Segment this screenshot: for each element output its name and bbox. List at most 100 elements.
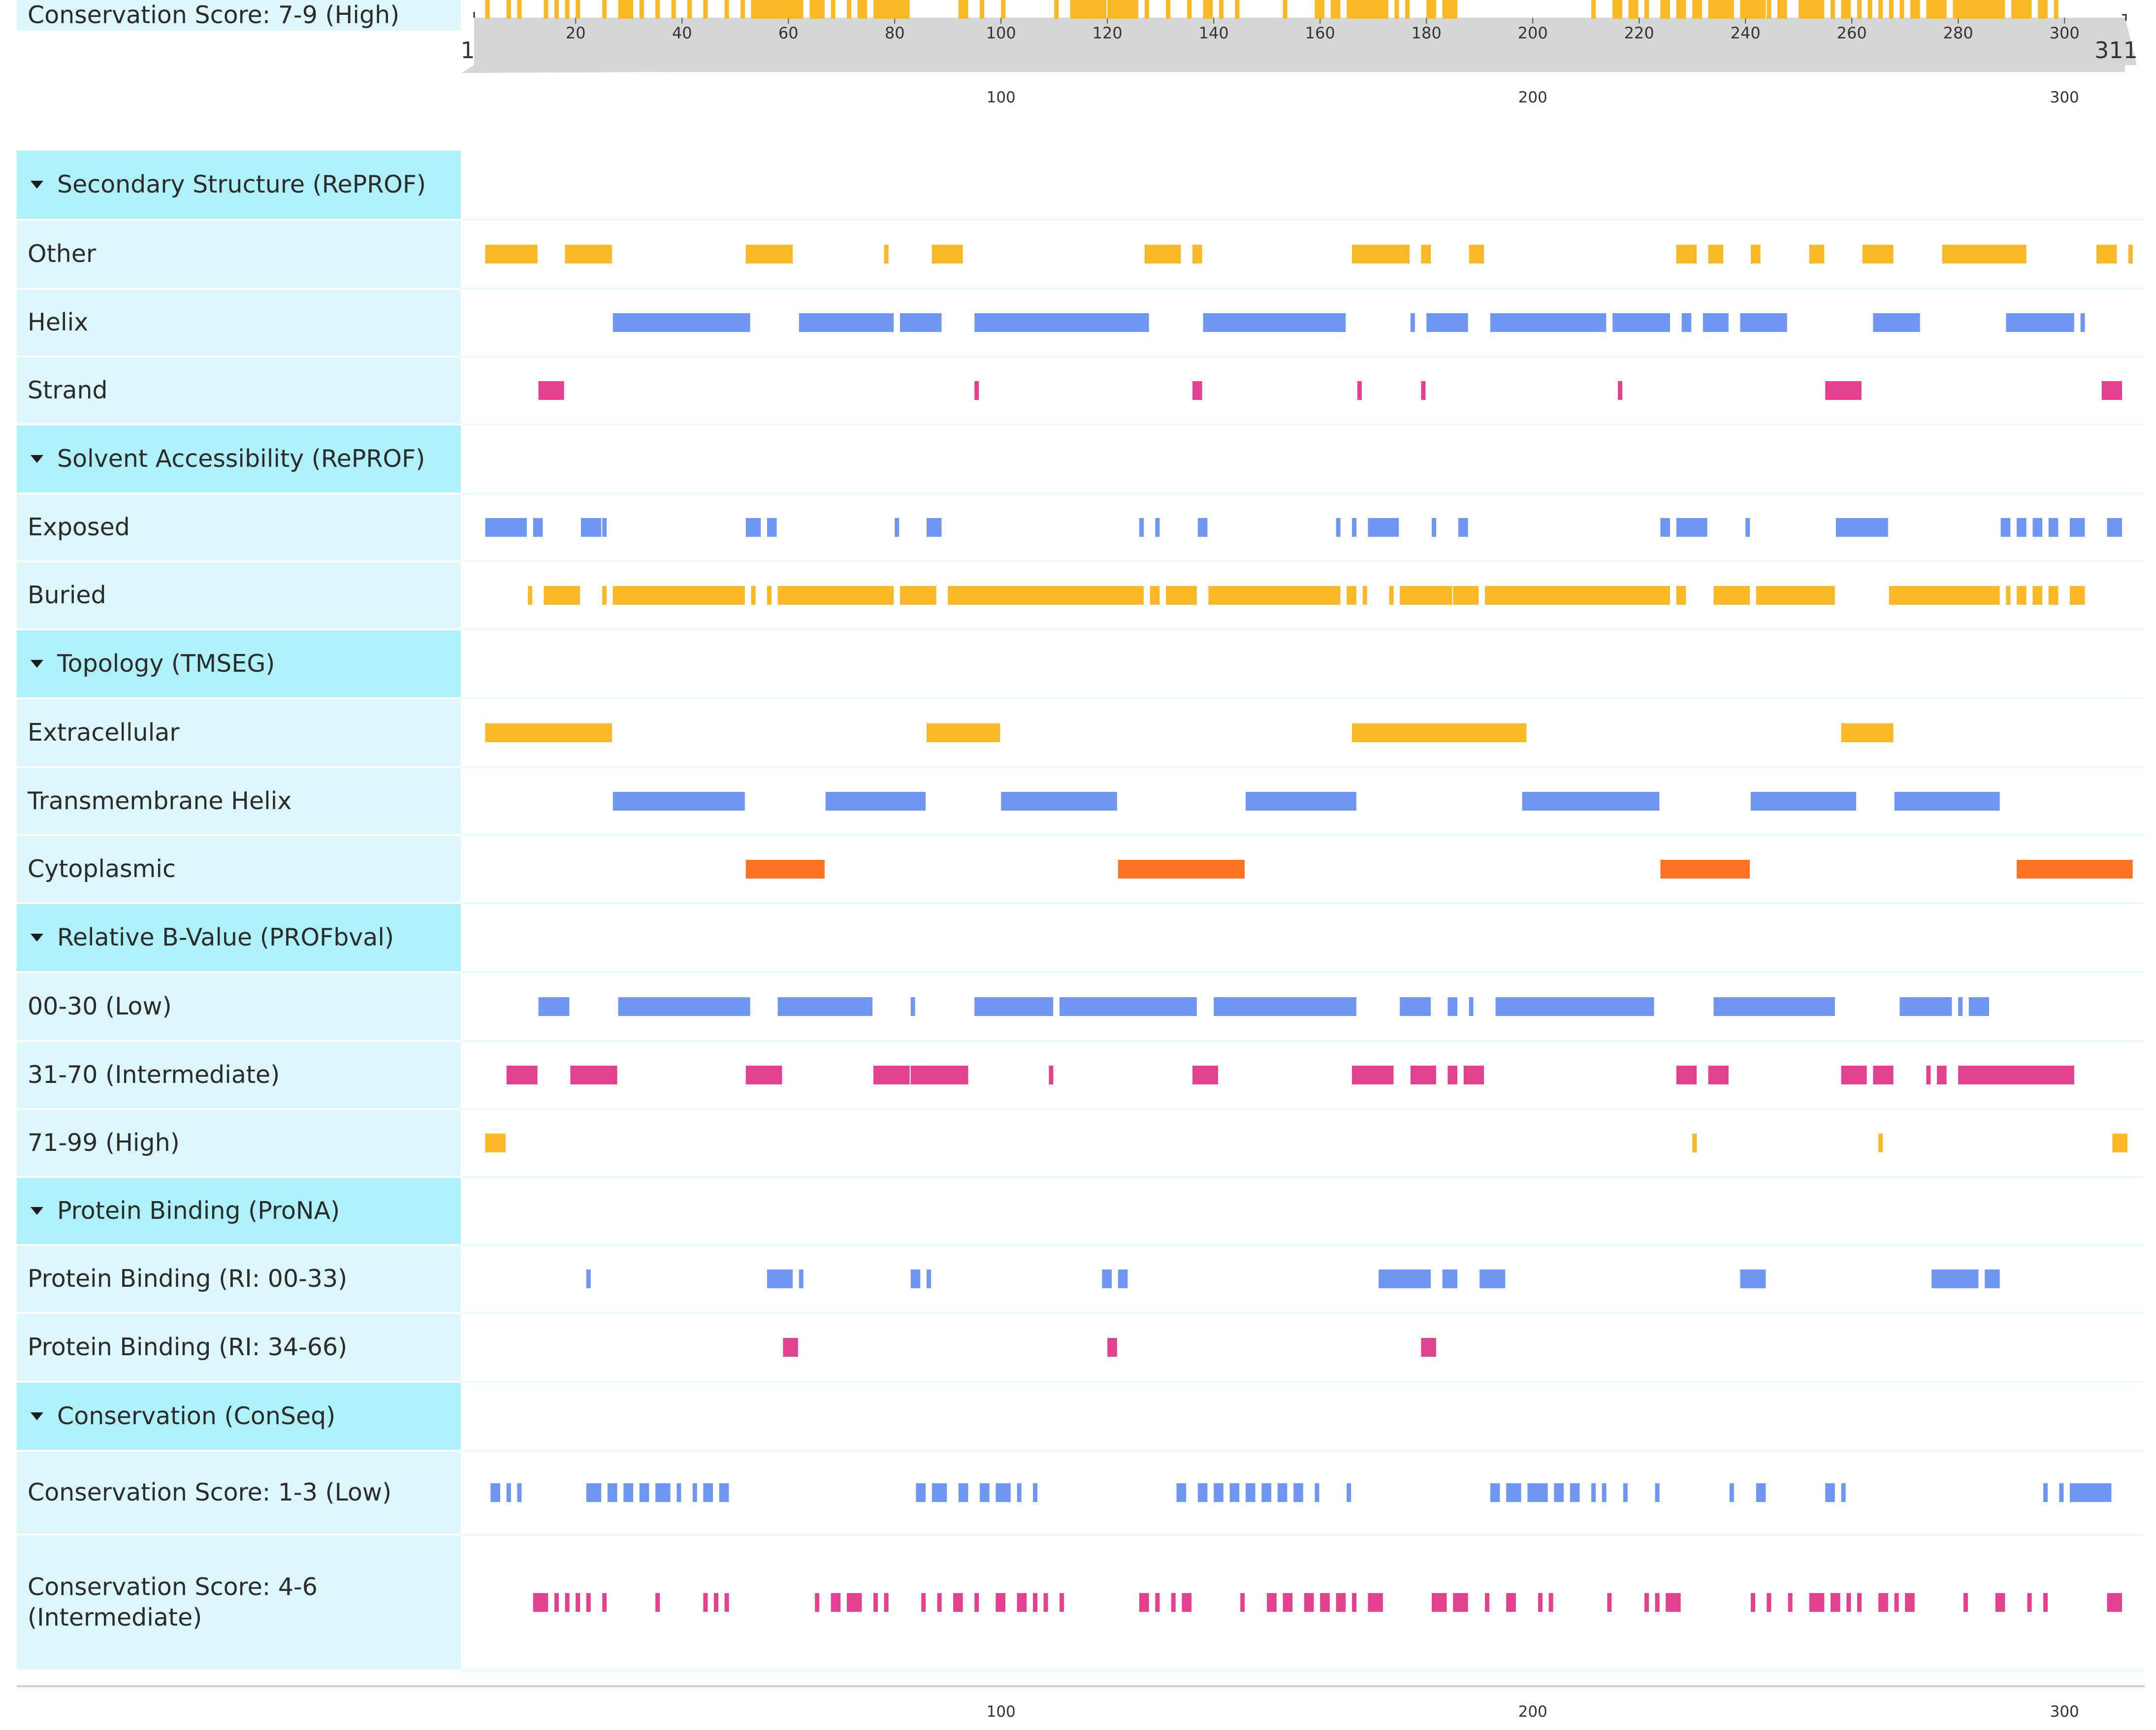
feature-segment[interactable]: [996, 1483, 1011, 1502]
feature-segment[interactable]: [1926, 0, 1947, 19]
feature-segment[interactable]: [1176, 1483, 1187, 1502]
feature-segment[interactable]: [932, 1483, 947, 1502]
feature-segment[interactable]: [1660, 518, 1670, 537]
feature-segment[interactable]: [1485, 586, 1670, 605]
feature-segment[interactable]: [570, 1066, 617, 1084]
feature-segment[interactable]: [576, 0, 580, 19]
feature-segment[interactable]: [2017, 518, 2027, 537]
feature-segment[interactable]: [1469, 997, 1474, 1016]
feature-segment[interactable]: [1448, 997, 1457, 1016]
feature-segment[interactable]: [1139, 1593, 1149, 1612]
feature-segment[interactable]: [1548, 1593, 1553, 1612]
feature-segment[interactable]: [1894, 1593, 1899, 1612]
feature-segment[interactable]: [655, 1483, 671, 1502]
feature-segment[interactable]: [1362, 586, 1367, 605]
feature-segment[interactable]: [1899, 997, 1952, 1016]
feature-segment[interactable]: [1527, 1483, 1548, 1502]
feature-segment[interactable]: [745, 1066, 782, 1084]
feature-segment[interactable]: [1049, 1066, 1054, 1084]
feature-segment[interactable]: [1246, 792, 1356, 811]
feature-segment[interactable]: [1192, 381, 1202, 400]
feature-segment[interactable]: [1389, 586, 1394, 605]
feature-segment[interactable]: [1612, 313, 1670, 332]
feature-segment[interactable]: [1660, 860, 1750, 879]
feature-segment[interactable]: [884, 245, 889, 263]
feature-segment[interactable]: [2059, 1483, 2064, 1502]
feature-segment[interactable]: [1283, 1593, 1293, 1612]
feature-segment[interactable]: [612, 313, 750, 332]
feature-segment[interactable]: [623, 1483, 633, 1502]
feature-segment[interactable]: [2112, 1134, 2127, 1152]
feature-segment[interactable]: [2128, 245, 2133, 263]
feature-segment[interactable]: [692, 1483, 697, 1502]
feature-segment[interactable]: [1432, 1593, 1447, 1612]
feature-segment[interactable]: [1538, 1593, 1543, 1612]
feature-segment[interactable]: [703, 1483, 713, 1502]
feature-segment[interactable]: [1570, 1483, 1580, 1502]
feature-segment[interactable]: [639, 1483, 649, 1502]
feature-segment[interactable]: [1192, 245, 1202, 263]
feature-segment[interactable]: [1740, 1270, 1766, 1288]
feature-segment[interactable]: [1485, 1593, 1489, 1612]
feature-segment[interactable]: [1017, 1593, 1027, 1612]
feature-segment[interactable]: [2032, 518, 2042, 537]
feature-segment[interactable]: [1878, 1134, 1883, 1152]
feature-segment[interactable]: [1208, 586, 1341, 605]
feature-segment[interactable]: [895, 518, 900, 537]
feature-segment[interactable]: [1229, 1483, 1240, 1502]
feature-segment[interactable]: [1192, 1066, 1218, 1084]
feature-segment[interactable]: [1480, 1270, 1506, 1288]
category-header[interactable]: Secondary Structure (RePROF): [17, 151, 461, 219]
feature-segment[interactable]: [927, 518, 942, 537]
feature-segment[interactable]: [1831, 0, 1835, 19]
feature-segment[interactable]: [974, 313, 1149, 332]
feature-segment[interactable]: [533, 518, 543, 537]
feature-segment[interactable]: [921, 1593, 926, 1612]
feature-segment[interactable]: [1490, 1483, 1500, 1502]
caret-down-icon[interactable]: [31, 934, 43, 942]
feature-segment[interactable]: [1713, 997, 1835, 1016]
feature-segment[interactable]: [1995, 1593, 2005, 1612]
feature-segment[interactable]: [1144, 0, 1149, 19]
feature-segment[interactable]: [655, 0, 660, 19]
feature-segment[interactable]: [485, 0, 490, 19]
feature-segment[interactable]: [1676, 245, 1697, 263]
feature-segment[interactable]: [2054, 0, 2059, 19]
feature-segment[interactable]: [1676, 518, 1707, 537]
feature-segment[interactable]: [1368, 1593, 1383, 1612]
feature-segment[interactable]: [1001, 792, 1117, 811]
feature-segment[interactable]: [2006, 313, 2074, 332]
feature-segment[interactable]: [485, 518, 527, 537]
feature-segment[interactable]: [1729, 1483, 1734, 1502]
feature-segment[interactable]: [953, 1593, 963, 1612]
feature-segment[interactable]: [1426, 313, 1468, 332]
feature-segment[interactable]: [1841, 0, 1851, 19]
category-header[interactable]: Protein Binding (ProNA): [17, 1178, 461, 1244]
feature-segment[interactable]: [1347, 0, 1388, 19]
feature-segment[interactable]: [1219, 0, 1223, 19]
feature-segment[interactable]: [1182, 1593, 1191, 1612]
feature-segment[interactable]: [1315, 0, 1324, 19]
feature-segment[interactable]: [1655, 1483, 1660, 1502]
feature-segment[interactable]: [751, 586, 756, 605]
feature-segment[interactable]: [1878, 1593, 1888, 1612]
feature-segment[interactable]: [2107, 1593, 2122, 1612]
feature-segment[interactable]: [1235, 0, 1240, 19]
feature-segment[interactable]: [884, 1593, 889, 1612]
feature-segment[interactable]: [1171, 1593, 1176, 1612]
feature-segment[interactable]: [576, 1593, 580, 1612]
feature-segment[interactable]: [1889, 0, 1894, 19]
feature-segment[interactable]: [996, 1593, 1005, 1612]
feature-segment[interactable]: [1400, 586, 1452, 605]
feature-segment[interactable]: [1197, 518, 1208, 537]
feature-segment[interactable]: [980, 1483, 990, 1502]
feature-segment[interactable]: [1799, 0, 1825, 19]
feature-segment[interactable]: [745, 245, 793, 263]
feature-segment[interactable]: [565, 245, 612, 263]
feature-segment[interactable]: [1352, 1593, 1356, 1612]
feature-segment[interactable]: [1825, 1483, 1835, 1502]
feature-segment[interactable]: [1352, 245, 1410, 263]
feature-segment[interactable]: [2070, 518, 2085, 537]
feature-segment[interactable]: [927, 1270, 931, 1288]
feature-segment[interactable]: [1304, 1593, 1314, 1612]
